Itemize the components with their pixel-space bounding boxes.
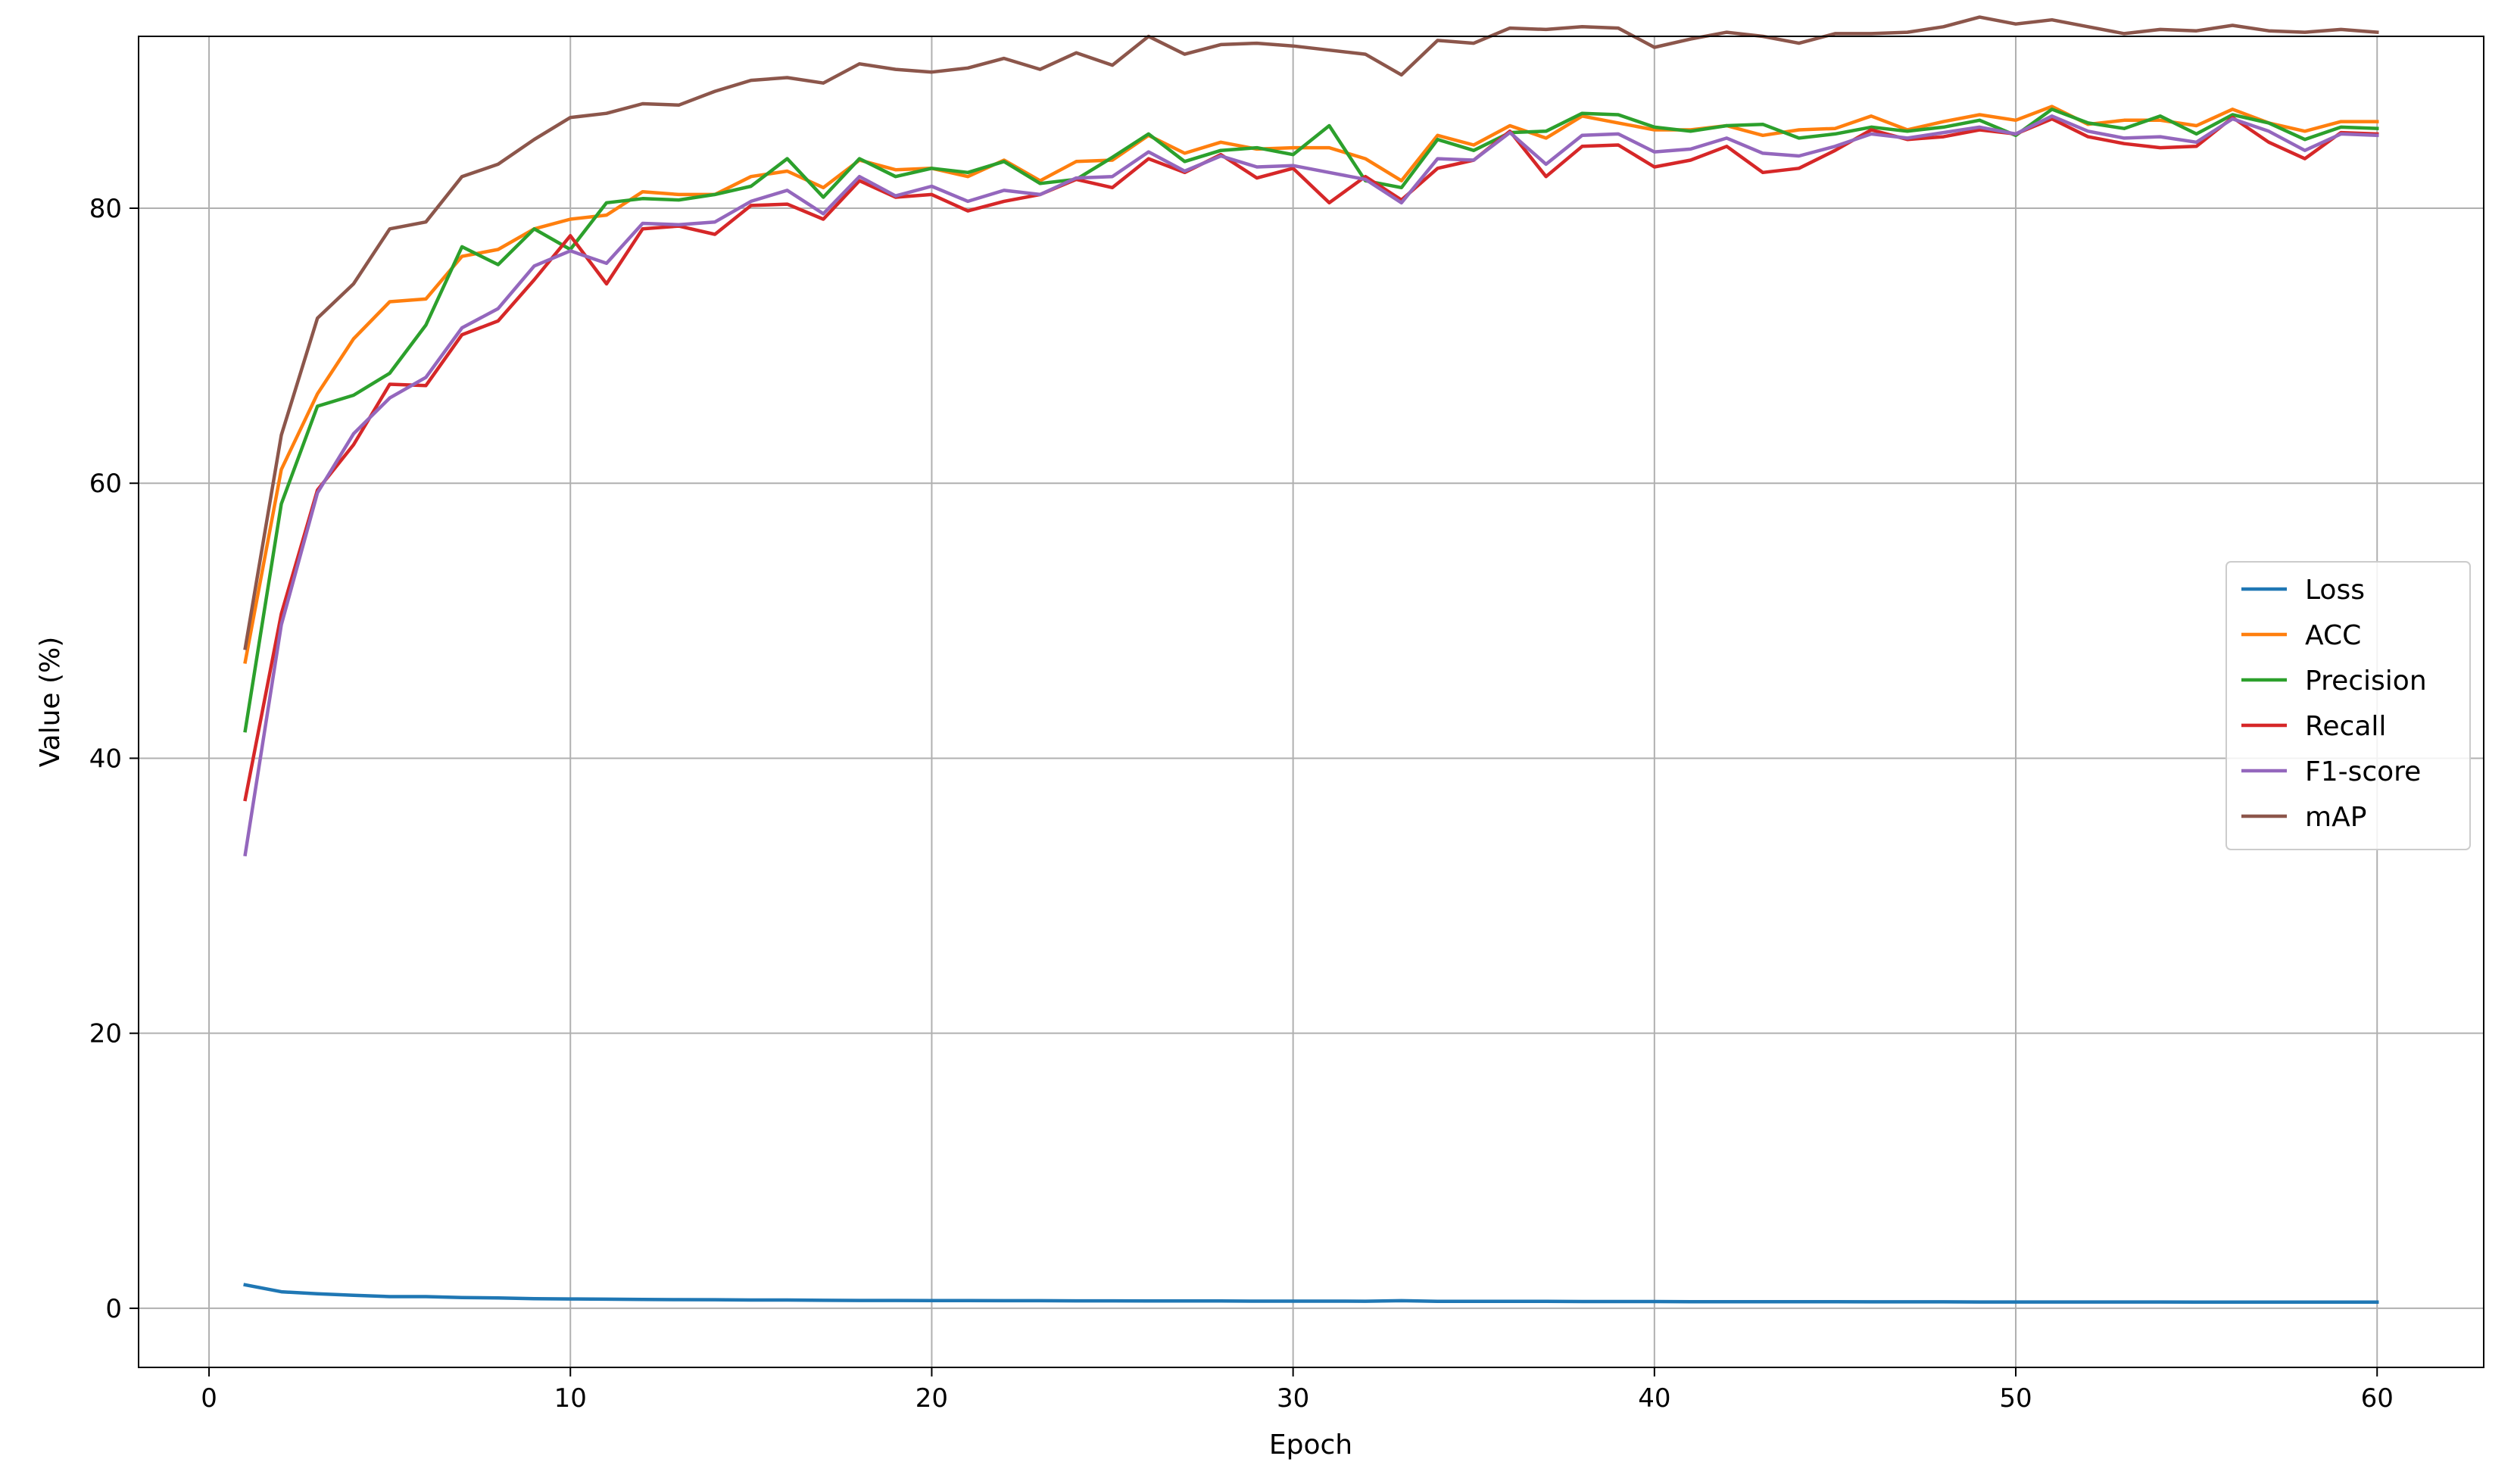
y-axis-label: Value (%)	[35, 637, 66, 768]
legend: Loss ACC Precision Recall F1-score mAP	[2225, 561, 2471, 850]
y-tick-label: 60	[89, 469, 122, 499]
legend-box	[2225, 561, 2471, 850]
legend-label-f1-score: F1-score	[2305, 756, 2421, 787]
legend-label-recall: Recall	[2305, 711, 2386, 742]
series-line-f1-score	[243, 114, 2379, 857]
axis-ticks: 0 10 20 30 40 50 60 0 20 40 60 80	[89, 194, 2394, 1414]
x-tick-label: 60	[2361, 1383, 2394, 1414]
y-tick-label: 0	[105, 1294, 122, 1324]
legend-label-acc: ACC	[2305, 620, 2361, 651]
legend-label-loss: Loss	[2305, 575, 2365, 606]
series-layer	[243, 15, 2379, 1304]
x-tick-label: 10	[554, 1383, 587, 1414]
plot-frame	[138, 36, 2484, 1368]
plot-area	[139, 36, 2484, 1367]
x-tick-label: 40	[1638, 1383, 1670, 1414]
x-axis-label: Epoch	[1269, 1429, 1352, 1461]
x-tick-label: 50	[1999, 1383, 2032, 1414]
legend-label-precision: Precision	[2305, 666, 2427, 697]
legend-label-map: mAP	[2305, 802, 2366, 833]
x-tick-label: 20	[915, 1383, 948, 1414]
y-tick-label: 20	[89, 1019, 122, 1049]
series-line-loss	[243, 1283, 2379, 1304]
x-tick-label: 30	[1277, 1383, 1309, 1414]
series-line-map	[243, 15, 2379, 650]
grid-lines	[139, 36, 2484, 1367]
series-line-acc	[243, 104, 2379, 664]
x-tick-label: 0	[201, 1383, 217, 1414]
y-tick-label: 40	[89, 744, 122, 774]
y-tick-label: 80	[89, 194, 122, 224]
